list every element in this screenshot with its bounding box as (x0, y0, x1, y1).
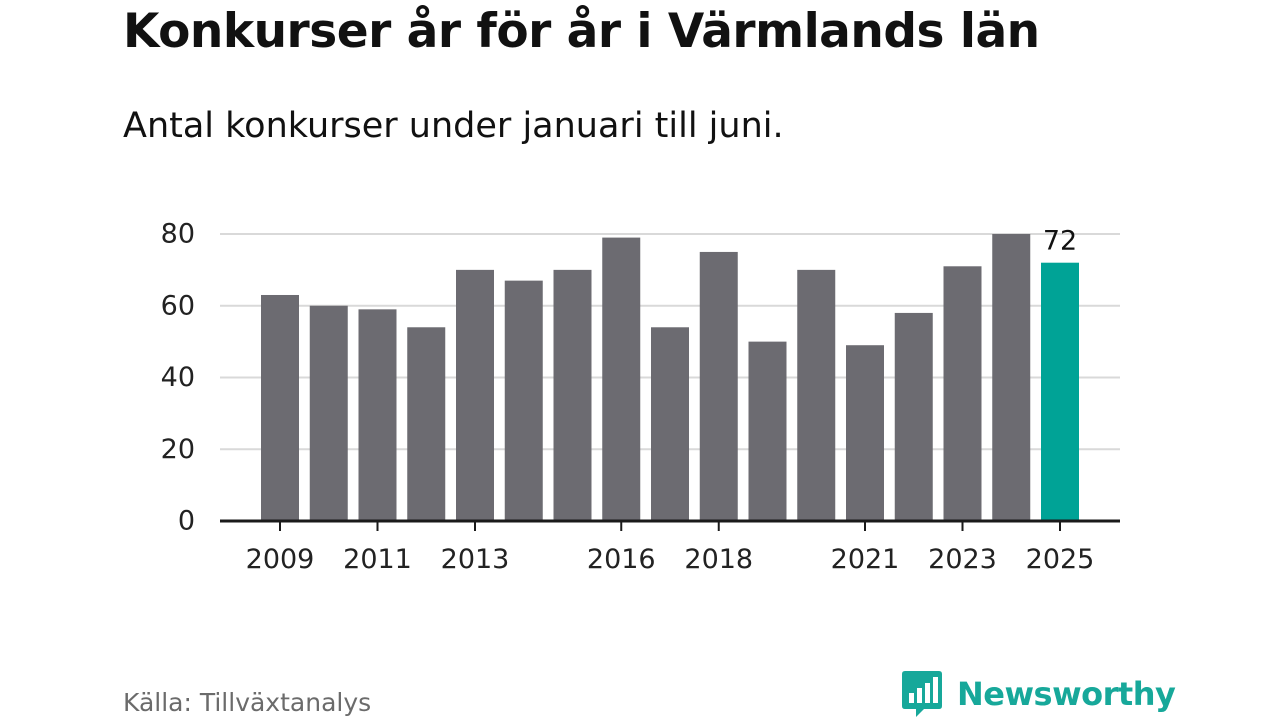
bar-2012 (407, 327, 446, 521)
x-tick-label-2016: 2016 (587, 544, 656, 575)
bars (261, 234, 1079, 521)
chart-subtitle: Antal konkurser under januari till juni. (123, 106, 784, 146)
bar-2019 (748, 341, 787, 521)
bar-2024 (992, 234, 1031, 521)
y-tick-label-60: 60 (161, 290, 195, 321)
x-axis-tick-labels: 2009 2011 2013 2016 2018 2021 2023 2025 (246, 544, 1095, 575)
bar-2009 (261, 294, 299, 521)
bar-2023 (943, 266, 982, 521)
data-labels: 72 (1043, 226, 1077, 257)
bar-2016 (602, 237, 641, 521)
bar-2018 (699, 251, 738, 521)
chart-title: Konkurser år för år i Värmlands län (123, 4, 1040, 59)
bar-chart-speech-bubble-icon (902, 671, 942, 717)
newsworthy-logo: Newsworthy (902, 670, 1176, 718)
bar-2010 (309, 305, 348, 521)
x-tick-label-2021: 2021 (831, 544, 900, 575)
bar-2015 (553, 269, 592, 521)
x-tick-label-2023: 2023 (928, 544, 997, 575)
x-tick-label-2025: 2025 (1026, 544, 1095, 575)
y-axis-tick-labels: 0 20 40 60 80 (161, 219, 195, 537)
x-tick-label-2018: 2018 (684, 544, 753, 575)
bar-2014 (504, 280, 543, 521)
bar-2021 (846, 345, 884, 521)
y-tick-label-40: 40 (161, 362, 195, 393)
bar-2022 (894, 312, 933, 521)
y-tick-label-20: 20 (161, 434, 195, 465)
bar-2011 (358, 309, 397, 521)
bar-2013 (456, 269, 494, 521)
x-tick-label-2011: 2011 (343, 544, 412, 575)
bar-2020 (797, 269, 836, 521)
bar-2025 (1041, 262, 1079, 521)
logo-wordmark: Newsworthy (957, 675, 1176, 713)
source-note: Källa: Tillväxtanalys (123, 688, 372, 717)
x-tick-label-2009: 2009 (246, 544, 315, 575)
x-axis (220, 519, 1120, 531)
y-tick-label-80: 80 (161, 219, 195, 250)
x-tick-label-2013: 2013 (441, 544, 510, 575)
bar-2017 (651, 327, 689, 521)
y-tick-label-0: 0 (178, 506, 195, 537)
data-label-2025: 72 (1043, 226, 1077, 257)
